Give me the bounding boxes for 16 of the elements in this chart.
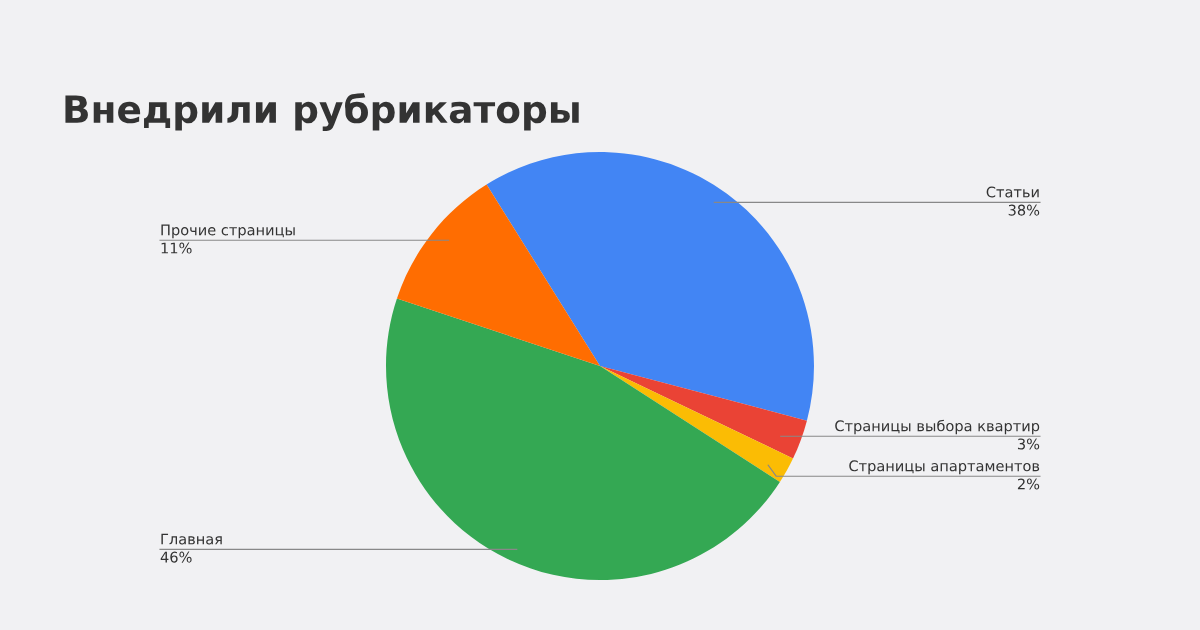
pie-slice (600, 366, 807, 459)
pie-slice (386, 298, 780, 580)
data-label: 46% (160, 551, 192, 563)
slice-label: Страницы выбора квартир (835, 419, 1040, 435)
data-label: 38% (1008, 204, 1040, 216)
slice-label: Страницы апартаментов (849, 460, 1040, 475)
data-label: 2% (1017, 478, 1040, 490)
data-label: 3% (1017, 438, 1040, 450)
pie-slice (486, 152, 814, 421)
slice-label: Статьи (986, 186, 1039, 198)
data-label: 11% (161, 242, 192, 254)
pie-slice (396, 184, 600, 366)
pie-slice (600, 366, 793, 482)
chart-title: Внедрили рубрикаторы (65, 93, 579, 131)
slice-label: Главная (161, 533, 222, 545)
slice-label: Прочие страницы (161, 224, 295, 239)
